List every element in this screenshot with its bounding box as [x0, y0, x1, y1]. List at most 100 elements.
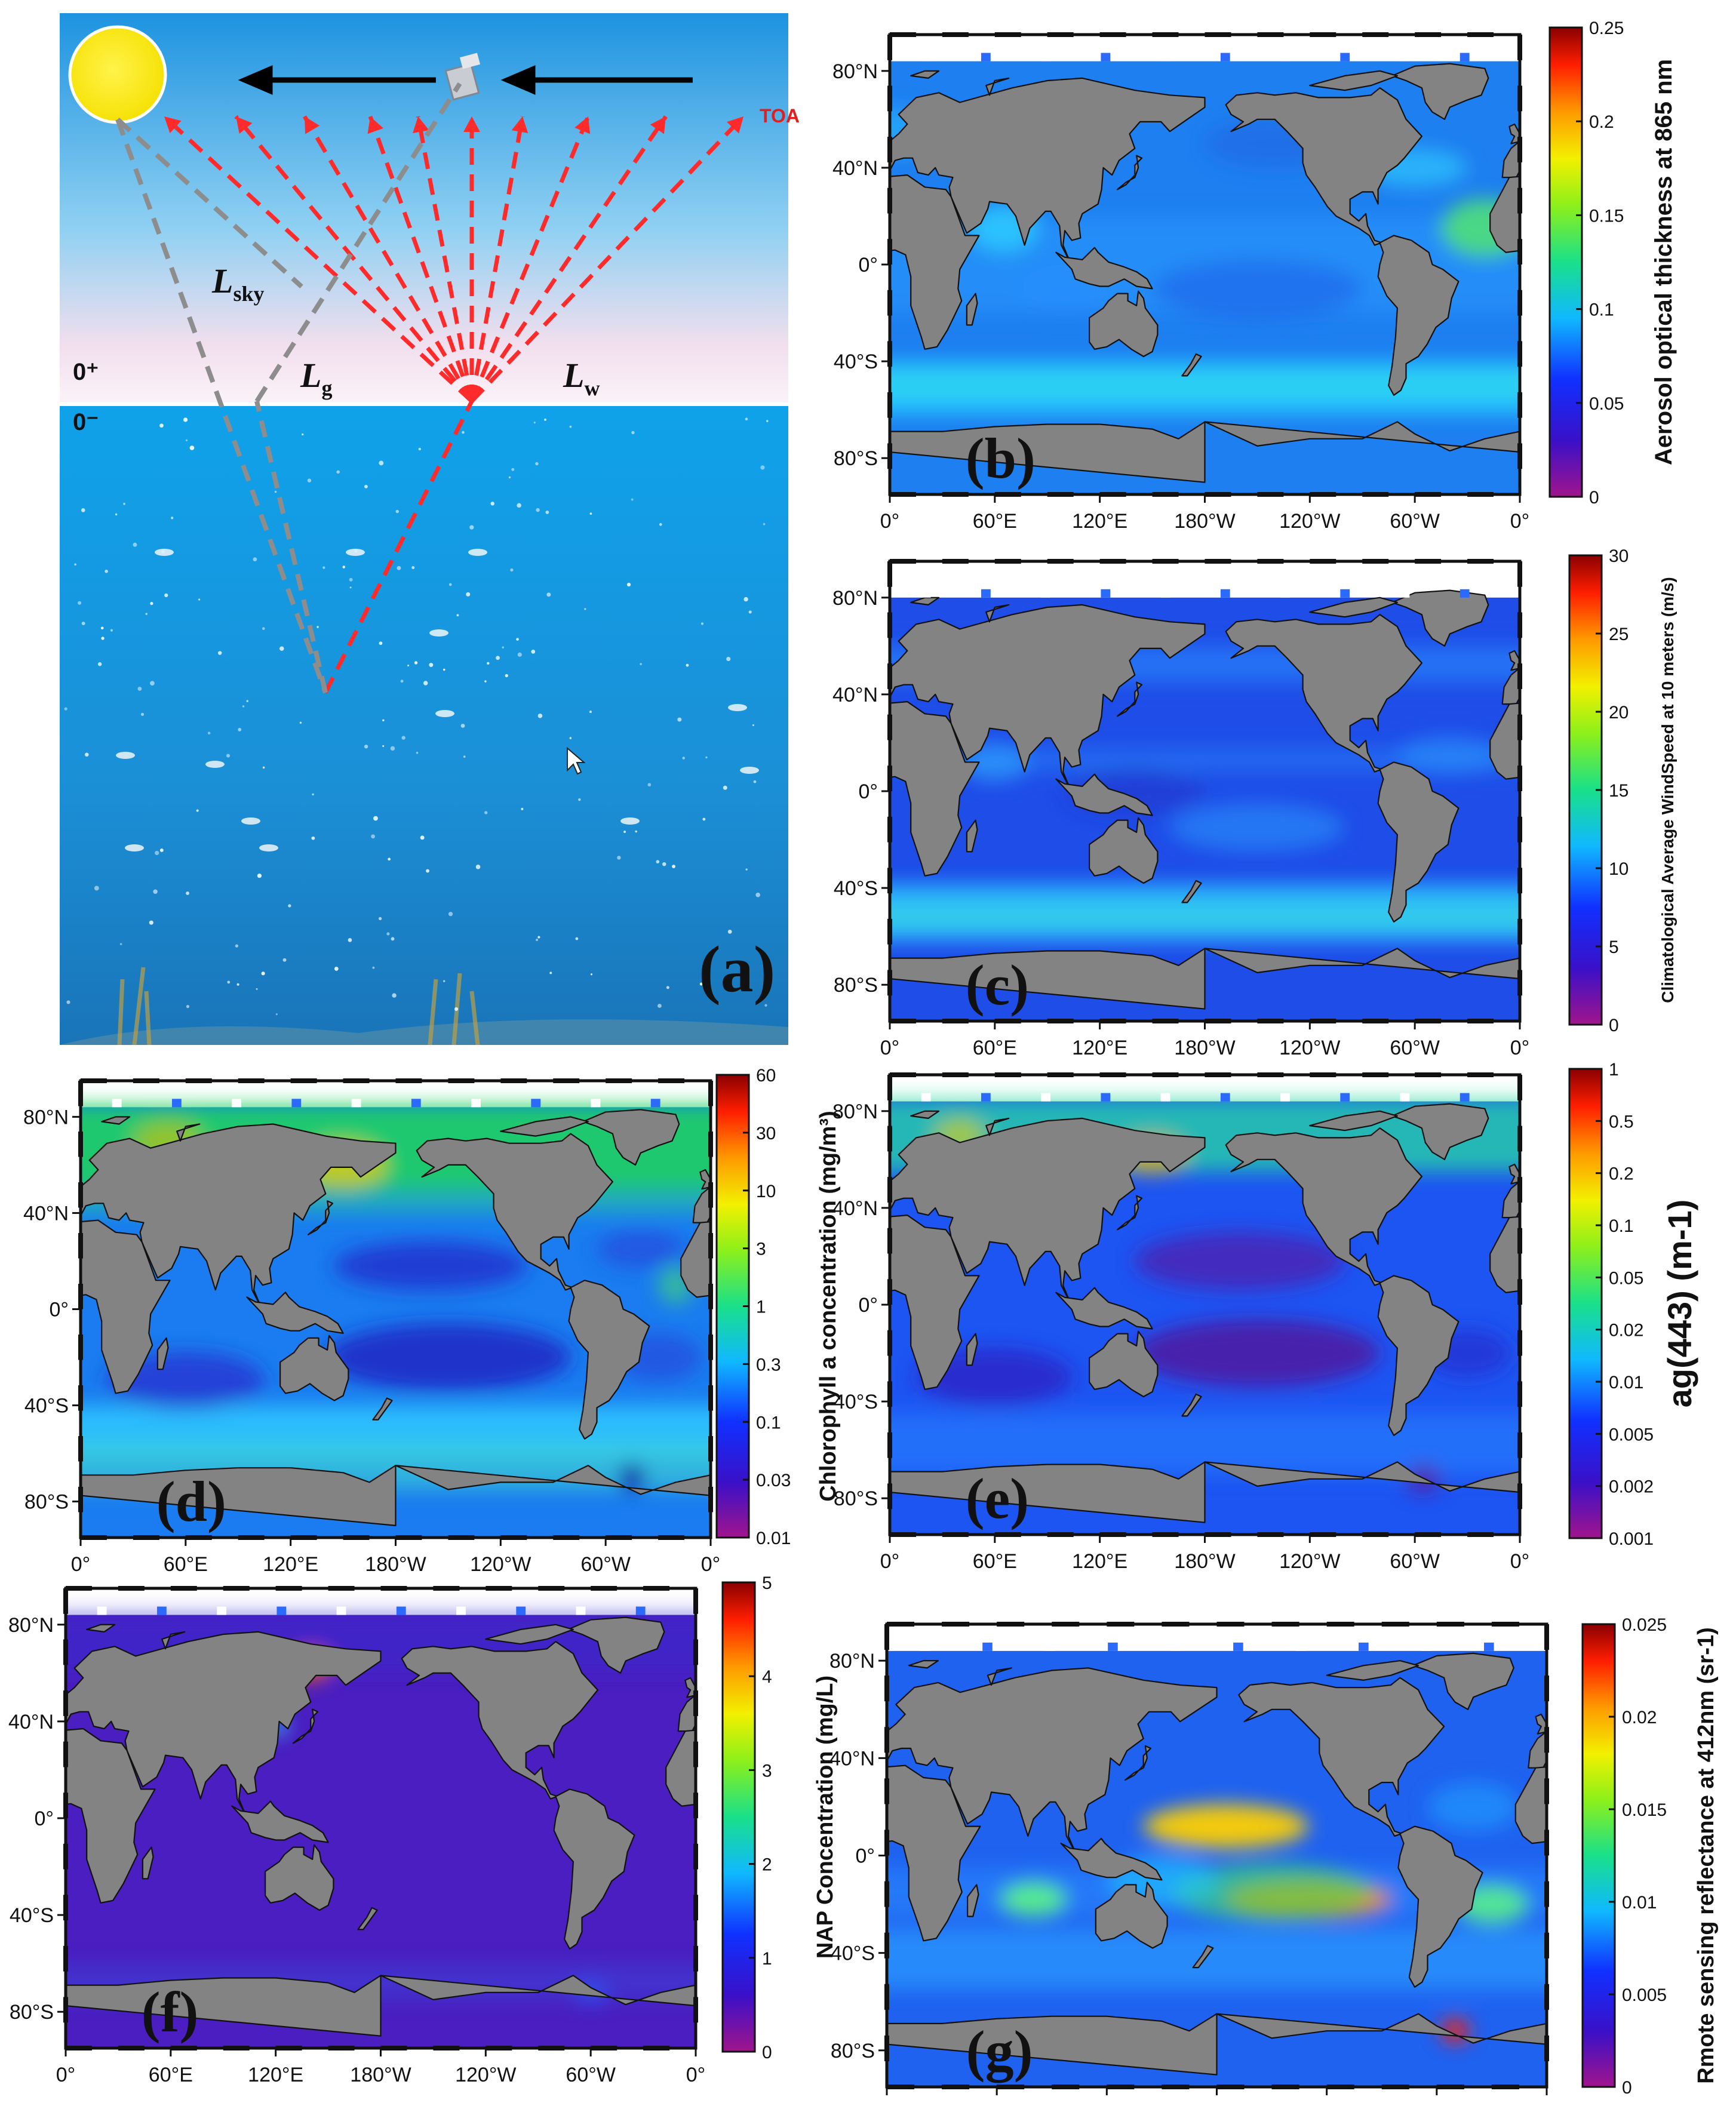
gray-ray — [116, 118, 303, 288]
panel-a-label: (a) — [699, 933, 775, 1006]
suspended-particles — [64, 417, 769, 1016]
red-ray — [469, 116, 525, 402]
orbit-arrows — [238, 65, 693, 95]
y-tick-label: 80°S — [834, 447, 878, 470]
y-tick-label: 40°S — [834, 1391, 878, 1413]
colorbar-tick-label: 0.05 — [1609, 1268, 1643, 1288]
red-ray — [234, 115, 474, 403]
land-masses — [81, 1109, 711, 1526]
ray-arrowhead — [726, 116, 743, 134]
x-tick-label: 60°E — [973, 510, 1017, 533]
sky-background — [60, 13, 788, 404]
y-tick-label: 80°S — [10, 2001, 54, 2024]
panel-label: (c) — [966, 953, 1030, 1017]
red-ray — [470, 115, 668, 402]
x-tick-label: 60°W — [566, 2064, 616, 2086]
ray-arrowhead — [574, 116, 591, 134]
colorbar-tick-label: 0.005 — [1609, 1425, 1654, 1444]
colorbar-tick-label: 2 — [762, 1855, 772, 1875]
surface-above-label: 0⁺ — [73, 359, 99, 385]
x-tick-label: 120°W — [1296, 2102, 1357, 2106]
x-tick-label: 120°W — [470, 1553, 531, 1576]
toa-label: TOA — [760, 105, 800, 127]
colorbar-tick-label: 20 — [1609, 703, 1629, 723]
x-tick-label: 180°W — [1174, 510, 1235, 533]
panel-label: (b) — [966, 426, 1036, 490]
colorbar-tick-label: 1 — [762, 1949, 772, 1969]
colorbar-title: Rmote sensing reflectance at 412nm (sr-1… — [1694, 1627, 1719, 2084]
l-sky-label: Lsky — [211, 262, 264, 306]
ray-arrowhead — [164, 116, 182, 133]
ray-arrowhead — [511, 116, 529, 134]
y-tick-label: 40°S — [834, 351, 878, 373]
x-tick-label: 60°E — [973, 1037, 1017, 1059]
colorbar-tick-label: 0.2 — [1589, 112, 1614, 132]
colorbar-tick-label: 5 — [762, 1573, 772, 1593]
x-tick-label: 0° — [686, 2064, 706, 2086]
colorbar-tick-label: 0.02 — [1609, 1321, 1643, 1341]
x-tick-label: 0° — [880, 1550, 900, 1573]
x-tick-label: 120°E — [248, 2064, 303, 2086]
colorbar-tick-label: 0.2 — [1609, 1164, 1634, 1184]
y-tick-label: 40°N — [832, 684, 878, 706]
map-panel-f: 0° 60°E 120°E 180°W 120°W 60°W 0° 80°N 40°N 0° 40°… — [8, 1573, 838, 2086]
x-tick-label: 0° — [1510, 1550, 1530, 1573]
colorbar-tick-label: 3 — [762, 1761, 772, 1781]
ray-arrowhead — [413, 116, 429, 134]
colorbar-title: NAP Concentration (mg/L) — [813, 1675, 838, 1959]
gray-ray — [254, 401, 328, 693]
colorbar-tick-label: 0.002 — [1609, 1477, 1654, 1497]
colorbar-tick-label: 10 — [756, 1182, 776, 1201]
colorbar: 0.025 0.02 0.015 0.01 0.005 0 Rmote sensing re… — [1581, 1615, 1719, 2098]
underwater-red-ray — [323, 400, 474, 694]
red-ray — [162, 115, 474, 403]
y-tick-label: 80°S — [834, 1487, 878, 1510]
x-tick-label: 0° — [1510, 510, 1530, 533]
cursor-icon — [567, 746, 586, 775]
gray-ray — [115, 118, 328, 694]
y-tick-label: 80°N — [832, 60, 878, 83]
x-tick-label: 60°E — [973, 1550, 1017, 1573]
surface-below-label: 0⁻ — [73, 409, 99, 435]
colorbar-title: ag(443) (m-1) — [1661, 1200, 1698, 1408]
water-background — [60, 404, 788, 1045]
y-tick-label: 40°N — [23, 1202, 69, 1225]
sun-icon — [68, 25, 167, 124]
colorbar-tick-label: 0.01 — [756, 1529, 791, 1548]
colorbar: 30 25 20 15 10 5 0 Climatological Average WindS… — [1568, 546, 1677, 1035]
l-g-label: Lg — [300, 356, 332, 400]
y-tick-label: 40°N — [832, 157, 878, 180]
ray-arrowhead — [463, 116, 480, 132]
colorbar: 0.25 0.2 0.15 0.1 0.05 0 Aerosol optical thick… — [1548, 19, 1677, 508]
seabed-plants — [60, 967, 788, 1046]
x-tick-label: 120°W — [1279, 510, 1340, 533]
x-tick-label: 120°E — [1072, 510, 1127, 533]
x-tick-label: 0° — [877, 2102, 897, 2106]
red-ray — [368, 115, 474, 402]
x-tick-label: 60°W — [580, 1553, 631, 1576]
map-panel-d: 0° 60°E 120°E 180°W 120°W 60°W 0° 80°N 40°N 0° 40°… — [23, 1066, 841, 1576]
y-tick-label: 80°S — [831, 2040, 875, 2062]
x-tick-label: 180°W — [1174, 1037, 1235, 1059]
y-tick-label: 40°S — [834, 877, 878, 900]
y-tick-label: 40°S — [831, 1942, 875, 1965]
panel-label: (e) — [966, 1467, 1030, 1530]
colorbar-tick-label: 0 — [1589, 488, 1599, 508]
colorbar-tick-label: 0 — [762, 2043, 772, 2062]
colorbar-tick-label: 0.1 — [1589, 300, 1614, 320]
y-tick-label: 80°S — [24, 1491, 69, 1514]
y-tick-label: 40°S — [10, 1904, 54, 1927]
colorbar-tick-label: 0.5 — [1609, 1112, 1634, 1132]
panel-label: (d) — [156, 1469, 226, 1533]
y-tick-label: 40°N — [8, 1711, 54, 1733]
colorbar-tick-label: 60 — [756, 1066, 776, 1086]
colorbar-tick-label: 30 — [1609, 546, 1629, 566]
land-masses — [66, 1616, 696, 2037]
y-tick-label: 80°N — [23, 1106, 69, 1129]
x-tick-label: 120°E — [1072, 1037, 1127, 1059]
map-panel-g: 0° 60°E 120°E 180°W 120°W 60°W 0° 80°N 40°N 0° 40°… — [829, 1615, 1719, 2109]
colorbar: 1 0.5 0.2 0.1 0.05 0.02 0.01 0.005 0.002 0.001 ag(… — [1568, 1060, 1698, 1549]
colorbar-title: Climatological Average WindSpeed at 10 m… — [1658, 577, 1677, 1003]
x-tick-label: 60°W — [1390, 1037, 1440, 1059]
